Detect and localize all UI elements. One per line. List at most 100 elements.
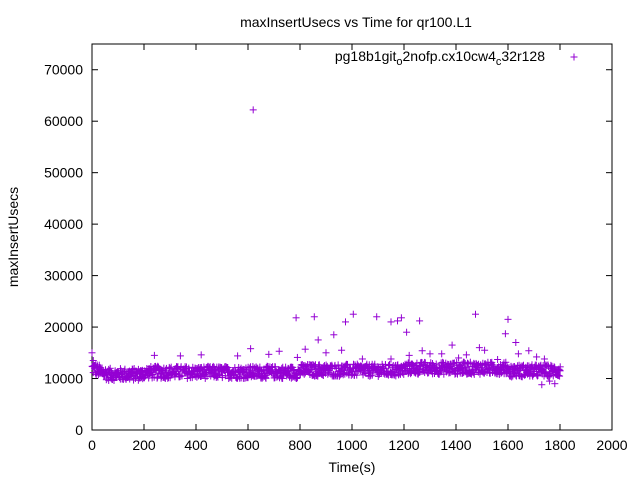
data-point: [89, 357, 97, 365]
data-point: [438, 350, 446, 358]
data-point: [546, 377, 554, 385]
data-point: [464, 359, 472, 367]
data-point: [514, 350, 522, 358]
data-point: [293, 353, 301, 361]
data-point: [310, 313, 318, 321]
data-point: [432, 360, 440, 368]
legend-marker: [570, 53, 578, 61]
data-point: [293, 374, 301, 382]
data-point: [292, 314, 300, 322]
data-point: [439, 358, 447, 366]
data-point: [472, 310, 479, 318]
x-tick-label: 400: [184, 437, 208, 453]
data-points: [88, 106, 564, 389]
data-point: [533, 372, 541, 380]
data-point: [540, 355, 548, 363]
data-point: [262, 374, 270, 382]
data-point: [475, 344, 483, 352]
data-point: [446, 369, 454, 377]
data-point: [501, 330, 509, 338]
x-tick-label: 1800: [544, 437, 575, 453]
data-point: [218, 374, 226, 382]
data-point: [538, 381, 546, 389]
data-point: [197, 351, 205, 359]
data-point: [466, 358, 474, 366]
x-tick-label: 1200: [388, 437, 419, 453]
data-point: [176, 352, 184, 360]
data-point: [455, 354, 463, 362]
data-point: [533, 353, 541, 361]
data-point: [88, 349, 96, 357]
legend-text-part: 32r128: [501, 48, 545, 64]
data-point: [394, 317, 401, 325]
data-point: [322, 349, 330, 357]
y-tick-label: 50000: [44, 165, 83, 181]
data-point: [397, 314, 405, 322]
y-tick-label: 40000: [44, 216, 83, 232]
data-point: [368, 371, 376, 379]
legend: pg18b1gito2nofp.cx10cw4c32r128: [335, 48, 578, 68]
chart-title: maxInsertUsecs vs Time for qr100.L1: [240, 14, 472, 30]
data-point: [106, 364, 114, 372]
data-point: [387, 355, 395, 363]
data-point: [353, 371, 361, 379]
data-point: [330, 331, 338, 339]
data-point: [481, 346, 489, 354]
data-point: [96, 369, 104, 377]
data-point: [405, 351, 413, 359]
data-point: [342, 318, 349, 326]
data-point: [234, 352, 242, 360]
data-point: [508, 373, 516, 381]
x-tick-label: 1600: [492, 437, 523, 453]
data-point: [249, 362, 257, 370]
x-tick-label: 1400: [440, 437, 471, 453]
data-point: [93, 364, 101, 372]
data-point: [314, 336, 322, 344]
data-point: [249, 106, 257, 114]
data-point: [387, 318, 395, 326]
data-point: [504, 315, 512, 323]
x-tick-label: 600: [236, 437, 260, 453]
data-point: [555, 372, 563, 380]
data-point: [343, 360, 351, 368]
data-point: [494, 355, 502, 363]
legend-subscript: o: [396, 56, 402, 68]
data-point: [436, 367, 444, 375]
data-point: [265, 350, 273, 358]
x-tick-label: 2000: [596, 437, 627, 453]
data-point: [416, 317, 424, 325]
data-point: [166, 374, 174, 382]
data-point: [162, 366, 170, 374]
data-point: [209, 362, 217, 370]
data-point: [365, 368, 373, 376]
data-point: [224, 364, 232, 372]
y-tick-label: 0: [75, 422, 83, 438]
data-point: [338, 346, 346, 354]
data-point: [358, 355, 366, 363]
data-point: [525, 368, 533, 376]
x-axis: 0 200 400 600 800 1000 1200 1400 1600 1800 2000: [88, 44, 628, 453]
data-point: [556, 367, 564, 375]
data-point: [403, 328, 411, 336]
data-point: [525, 347, 533, 355]
y-axis-label: maxInsertUsecs: [5, 187, 21, 287]
x-axis-label: Time(s): [329, 459, 376, 475]
data-point: [512, 339, 520, 347]
data-point: [551, 380, 559, 388]
y-tick-label: 70000: [44, 62, 83, 78]
legend-text-part: 2nofp.cx10cw4: [403, 48, 497, 64]
y-tick-label: 30000: [44, 268, 83, 284]
data-point: [301, 345, 309, 353]
data-point: [448, 341, 456, 349]
data-point: [426, 350, 434, 358]
data-point: [502, 358, 510, 366]
x-tick-label: 200: [132, 437, 156, 453]
data-point: [310, 362, 318, 370]
x-tick-label: 1000: [336, 437, 367, 453]
data-point: [457, 364, 465, 372]
data-point: [178, 372, 186, 380]
data-point: [409, 361, 417, 369]
legend-plus: [570, 53, 578, 61]
x-tick-label: 800: [288, 437, 312, 453]
